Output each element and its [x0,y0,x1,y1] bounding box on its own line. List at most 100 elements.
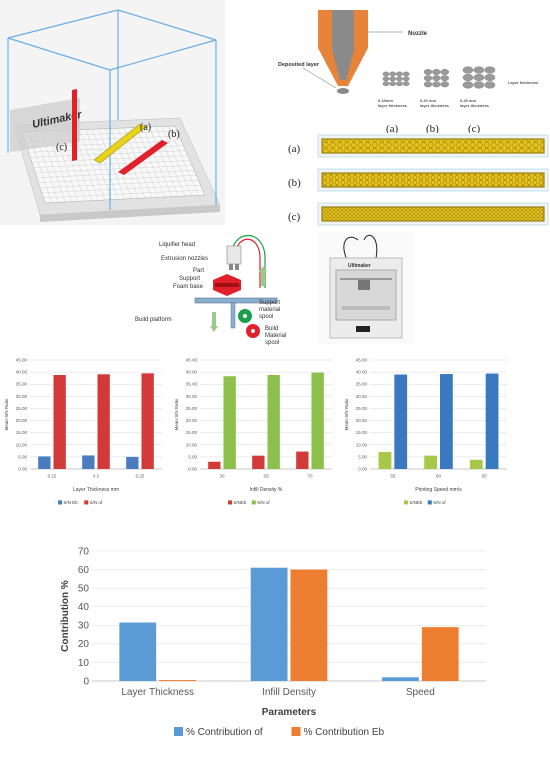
chart-contribution: 0 10 20 30 40 50 60 70 Layer Thickness Infill Den… [56,543,496,743]
x-tick-label: 0.25 [136,474,145,479]
label-platform: Build platform [135,317,172,323]
y-tick-label: 20.00 [186,418,198,423]
x-tick-label: 70 [307,474,313,479]
x-tick-label: 0.2 [93,474,100,479]
bar [440,374,453,469]
build-volume-figure: Ultimaker (a) (b) (c) [0,0,225,225]
x-tick-label: 30 [219,474,225,479]
layer-beads-b [423,69,449,88]
label-liquifier: Liquifier head [159,242,195,248]
label-support: Support [179,276,200,282]
y-tick-label: 25.00 [16,406,28,411]
legend-label: S/N of [257,500,270,505]
y-tick-label: 60 [78,565,90,576]
y-tick-label: 15.00 [16,430,28,435]
x-tick-label: 0.15 [48,474,57,479]
legend-label: S/N Eb [63,500,78,505]
bar [126,456,139,469]
y-tick-label: 30.00 [356,394,368,399]
bar [38,456,51,469]
bar [119,622,157,681]
y-tick-label: 40 [78,602,90,613]
y-tick-label: 0.00 [358,467,367,472]
nozzle-drawing: Nozzle Deposited layer Layer thickness 0… [278,10,539,135]
legend-swatch [84,500,89,505]
layer-thickness-figure: Nozzle Deposited layer Layer thickness 0… [268,8,550,135]
legend-swatch [427,500,432,505]
fdm-schematic-figure: Liquifier head Extrusion nozzles Part Su… [135,228,315,348]
y-tick-label: 5.00 [188,454,197,459]
nozzle-label: Nozzle [408,31,428,37]
y-tick-label: 0 [83,676,89,687]
printer-drawing: Ultimaker [318,232,414,344]
x-axis-label: Printing Speed mm/s [415,487,462,493]
thickness-c-value: 0.25 mm [460,98,476,103]
y-axis-label: Mean S/N Ratio [344,398,349,430]
strip-a-infill [321,138,545,154]
bar [208,461,221,469]
chart-printing-speed-svg: 0.00 5.00 10.00 15.00 20.00 25.00 30.00 35.00 40… [344,358,507,505]
y-tick-label: 20.00 [16,418,28,423]
y-tick-label: 30.00 [16,394,28,399]
deposited-bead [337,88,349,94]
legend-swatch [58,500,63,505]
bar [250,567,288,681]
bar [424,455,437,469]
back-wall [10,98,80,152]
chart-infill-density: 0.00 5.00 10.00 15.00 20.00 25.00 30.00 35.00 40… [170,352,340,517]
legend-swatch [404,500,409,505]
strip-b-infill [321,172,545,188]
thickness-b-text: layer thickness [420,103,450,108]
chart-layer-thickness: 0.00 5.00 10.00 15.00 20.00 25.00 30.00 35.00 40… [0,352,170,517]
y-tick-label: 20 [78,639,90,650]
bar [311,372,324,469]
thickness-b-tag: (b) [426,123,439,133]
infill-strips-figure: (a) (b) (c) [280,130,550,230]
bar [252,455,265,469]
printer-photo: Ultimaker [318,232,414,344]
chart-printing-speed: 0.00 5.00 10.00 15.00 20.00 25.00 30.00 35.00 40… [340,352,515,517]
y-tick-label: 15.00 [356,430,368,435]
y-tick-label: 10.00 [356,442,368,447]
bar [53,375,66,469]
bar [290,569,328,681]
layer-beads-a [382,71,410,87]
y-tick-label: 30 [78,621,90,632]
y-tick-label: 10.00 [16,442,28,447]
label-b: (b) [168,129,180,140]
x-tick-label: Infill Density [262,687,316,698]
legend-swatch [291,727,301,736]
bar [159,680,196,681]
y-tick-label: 30.00 [186,394,198,399]
y-tick-label: 45.00 [186,358,198,363]
fdm-schematic-drawing: Liquifier head Extrusion nozzles Part Su… [135,234,286,346]
label-c: (c) [56,142,67,153]
legend-swatch [174,727,183,736]
thickness-a-tag: (a) [386,123,399,133]
chart-contribution-svg: 0 10 20 30 40 50 60 70 Layer Thickness Infill Den… [60,546,486,738]
y-axis-label: Mean S/N Ratio [174,398,179,430]
x-axis-label: Parameters [262,707,317,718]
legend-label: % Contribution Eb [304,727,385,738]
y-tick-label: 50 [78,583,90,594]
bar [296,451,309,469]
x-tick-label: 55 [390,474,396,479]
deposited-layer-label: Deposited layer [278,62,320,68]
label-a: (a) [140,122,151,133]
part-b-edge [118,140,168,175]
thickness-c-text: layer thickness [460,103,490,108]
y-tick-label: 25.00 [186,406,198,411]
legend-label: S/NEb [409,500,423,505]
label-part: Part [193,268,204,274]
x-tick-label: 60 [436,474,442,479]
part-c-vertical [72,89,77,161]
legend-swatch [228,500,233,505]
liquifier-head [226,245,242,265]
y-tick-label: 45.00 [16,358,28,363]
bar [223,376,236,469]
thickness-b-value: 0.20 mm [420,98,436,103]
chart-layer-thickness-svg: 0.00 5.00 10.00 15.00 20.00 25.00 30.00 35.00 40… [4,358,162,505]
label-support-spool: Support material spool [259,300,280,320]
bar [97,374,110,469]
legend-label: S/N of [433,500,446,505]
